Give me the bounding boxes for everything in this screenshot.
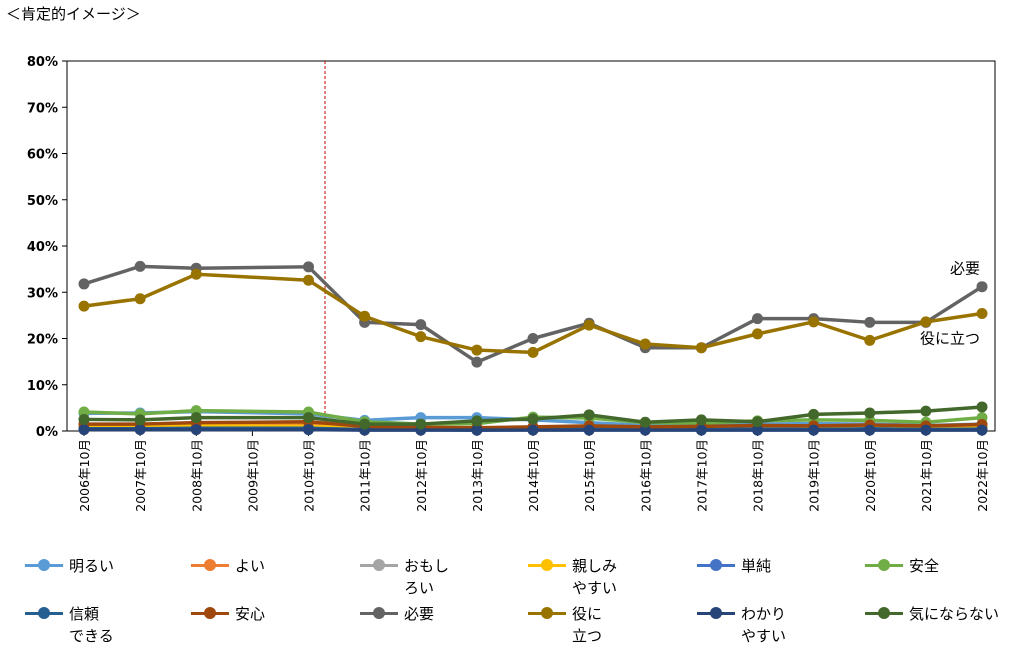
data-point <box>695 342 707 354</box>
data-point <box>639 416 651 428</box>
x-tick-label: 2015年10月 <box>582 439 597 512</box>
data-point <box>134 260 146 272</box>
series-line <box>83 405 983 426</box>
x-tick-label: 2013年10月 <box>470 439 485 512</box>
data-point <box>527 424 539 436</box>
series-annotation: 役に立つ <box>920 330 980 348</box>
data-point <box>639 424 651 436</box>
data-point <box>303 424 314 436</box>
data-point <box>695 424 707 436</box>
x-tick-label: 2017年10月 <box>694 439 709 512</box>
series-必要 <box>78 260 988 368</box>
x-tick-label: 2016年10月 <box>638 439 653 512</box>
series-気にならない <box>78 401 988 430</box>
data-point <box>303 274 314 286</box>
x-tick-label: 2021年10月 <box>919 439 934 512</box>
series-わかりやすい <box>78 424 988 436</box>
x-tick-label: 2010年10月 <box>302 439 317 512</box>
y-tick-label: 50% <box>27 194 58 209</box>
data-point <box>976 401 988 413</box>
data-point <box>920 424 932 436</box>
x-tick-label: 2009年10月 <box>245 439 260 512</box>
data-point <box>471 356 483 368</box>
data-point <box>752 416 763 428</box>
data-point <box>639 338 651 350</box>
y-tick-label: 40% <box>27 240 58 255</box>
series-役に立つ <box>78 268 988 358</box>
data-point <box>527 333 539 344</box>
y-tick-label: 60% <box>27 148 58 163</box>
x-tick-label: 2006年10月 <box>77 439 92 512</box>
data-point <box>471 424 483 436</box>
page-title: ＜肯定的イメージ＞ <box>6 5 141 23</box>
data-point <box>527 413 539 425</box>
data-point <box>920 405 932 417</box>
data-point <box>303 261 314 273</box>
x-tick-label: 2019年10月 <box>807 439 822 512</box>
data-point <box>78 278 90 290</box>
data-point <box>976 308 988 320</box>
data-point <box>752 328 763 340</box>
data-point <box>134 293 146 305</box>
data-point <box>920 316 932 328</box>
data-point <box>808 408 820 420</box>
data-point <box>583 424 595 436</box>
data-point <box>583 409 595 421</box>
data-point <box>752 424 763 436</box>
data-point <box>864 334 876 346</box>
x-tick-label: 2018年10月 <box>751 439 766 512</box>
data-point <box>471 415 483 427</box>
y-tick-label: 70% <box>27 101 58 116</box>
data-point <box>471 344 483 356</box>
data-point <box>527 346 539 358</box>
data-point <box>359 418 371 430</box>
x-tick-label: 2022年10月 <box>975 439 990 512</box>
data-point <box>78 300 90 312</box>
series-line <box>83 272 983 355</box>
data-point <box>864 316 876 328</box>
series-line <box>83 264 983 364</box>
series-line <box>84 420 983 430</box>
y-tick-label: 20% <box>27 333 58 348</box>
x-tick-label: 2008年10月 <box>189 439 204 512</box>
data-point <box>976 281 988 293</box>
x-tick-label: 2014年10月 <box>526 439 541 512</box>
y-tick-label: 10% <box>27 379 58 394</box>
data-point <box>303 412 314 424</box>
data-point <box>976 424 988 436</box>
data-point <box>415 418 427 430</box>
data-point <box>864 424 876 436</box>
data-point <box>583 319 595 331</box>
data-point <box>864 407 876 419</box>
y-tick-label: 80% <box>27 55 58 70</box>
x-tick-label: 2011年10月 <box>358 439 373 512</box>
y-tick-label: 0% <box>36 425 58 440</box>
data-point <box>752 313 763 325</box>
data-point <box>415 331 427 343</box>
data-point <box>190 268 202 280</box>
data-point <box>134 414 146 426</box>
x-tick-label: 2020年10月 <box>863 439 878 512</box>
plot-area-border <box>66 60 996 432</box>
data-point <box>808 424 820 436</box>
series-annotation: 必要 <box>950 260 980 278</box>
data-point <box>190 412 202 424</box>
y-tick-label: 30% <box>27 286 58 301</box>
data-point <box>695 414 707 426</box>
x-tick-label: 2012年10月 <box>414 439 429 512</box>
data-point <box>78 424 90 436</box>
data-point <box>808 316 820 328</box>
data-point <box>190 424 202 436</box>
data-point <box>359 310 371 322</box>
data-point <box>134 424 146 436</box>
x-tick-label: 2007年10月 <box>133 439 148 512</box>
data-point <box>78 413 90 425</box>
data-point <box>415 319 427 331</box>
